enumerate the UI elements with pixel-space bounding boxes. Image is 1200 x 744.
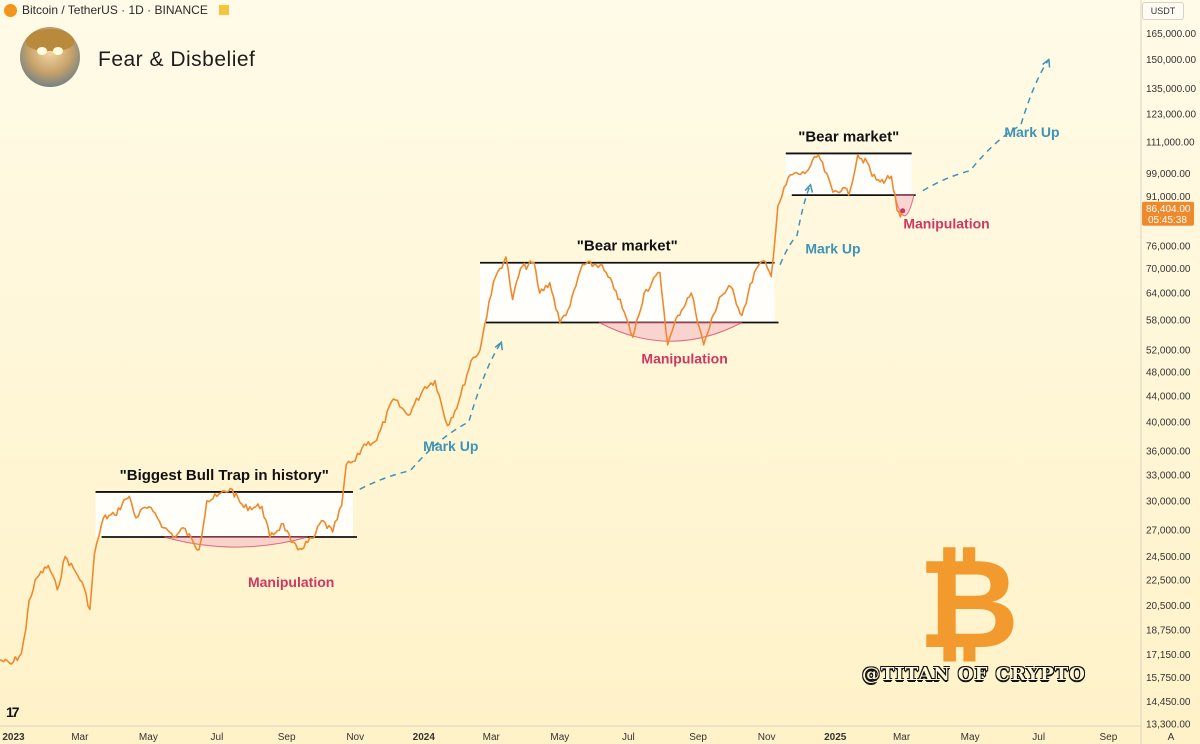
y-tick-label-11: 52,000.00 bbox=[1146, 346, 1191, 357]
markup-arrowhead-2 bbox=[1042, 58, 1051, 68]
last-price-dot bbox=[900, 208, 906, 214]
x-tick-label-12: 2025 bbox=[824, 732, 847, 743]
markup-arrows bbox=[359, 58, 1051, 490]
y-tick-label-8: 70,000.00 bbox=[1146, 264, 1191, 275]
markup-label-4: Mark Up bbox=[805, 240, 860, 256]
y-tick-label-5: 99,000.00 bbox=[1146, 169, 1191, 180]
x-tick-label-16: Sep bbox=[1100, 732, 1118, 743]
y-tick-label-21: 20,500.00 bbox=[1146, 601, 1191, 612]
y-tick-label-14: 40,000.00 bbox=[1146, 418, 1191, 429]
x-tick-label-3: Jul bbox=[211, 732, 224, 743]
x-tick-label-9: Jul bbox=[622, 732, 635, 743]
bitcoin-symbol-icon bbox=[4, 3, 17, 17]
tagline: Fear & Disbelief bbox=[98, 48, 256, 71]
x-tick-label-0: 2023 bbox=[2, 732, 25, 743]
markup-arrowhead-0 bbox=[494, 340, 504, 351]
x-tick-label-1: Mar bbox=[71, 732, 89, 743]
time-axis: 2023 Mar May Jul Sep Nov 2024 Mar May Jul Sep Nov 20… bbox=[2, 732, 1117, 743]
markup-label-5: Mark Up bbox=[1004, 124, 1059, 140]
y-tick-label-22: 18,750.00 bbox=[1146, 625, 1191, 636]
symbol-header: Bitcoin / TetherUS · 1D · BINANCE bbox=[0, 0, 229, 20]
x-tick-label-5: Nov bbox=[346, 732, 364, 743]
y-tick-label-23: 17,150.00 bbox=[1146, 650, 1191, 661]
y-tick-label-24: 15,750.00 bbox=[1146, 673, 1191, 684]
last-price-countdown: 05:45:38 bbox=[1148, 215, 1187, 226]
x-tick-label-11: Nov bbox=[758, 732, 776, 743]
x-tick-label-13: Mar bbox=[893, 732, 911, 743]
y-tick-label-17: 30,000.00 bbox=[1146, 496, 1191, 507]
y-tick-label-25: 14,450.00 bbox=[1146, 697, 1191, 708]
range-label-0: "Biggest Bull Trap in history" bbox=[120, 467, 329, 484]
x-tick-label-10: Sep bbox=[689, 732, 707, 743]
y-tick-label-12: 48,000.00 bbox=[1146, 368, 1191, 379]
manipulation-arc-2 bbox=[894, 194, 915, 217]
y-tick-label-16: 33,000.00 bbox=[1146, 470, 1191, 481]
manipulation-label-0: Manipulation bbox=[248, 574, 334, 590]
range-box-1 bbox=[480, 262, 775, 323]
currency-selector[interactable]: USDT bbox=[1142, 2, 1184, 20]
x-tick-label-4: Sep bbox=[278, 732, 296, 743]
range-boxes: "Biggest Bull Trap in history" "Bear mark… bbox=[95, 128, 916, 538]
bitcoin-logo-icon: ₿ bbox=[918, 533, 1020, 677]
watermark-text: @TITAN OF CRYPTO bbox=[862, 664, 1086, 685]
y-tick-label-15: 36,000.00 bbox=[1146, 446, 1191, 457]
auto-scale-label[interactable]: A bbox=[1168, 732, 1175, 743]
range-label-1: "Bear market" bbox=[577, 238, 678, 255]
y-tick-label-6: 91,000.00 bbox=[1146, 192, 1191, 203]
y-tick-label-0: 165,000.00 bbox=[1146, 29, 1196, 40]
y-tick-label-20: 22,500.00 bbox=[1146, 575, 1191, 586]
x-tick-label-6: 2024 bbox=[413, 732, 436, 743]
x-tick-label-15: Jul bbox=[1032, 732, 1045, 743]
markup-arrow-0 bbox=[359, 341, 502, 490]
symbol-title[interactable]: Bitcoin / TetherUS · 1D · BINANCE bbox=[22, 3, 208, 17]
range-label-2: "Bear market" bbox=[798, 128, 899, 145]
manipulation-arc-1 bbox=[598, 321, 743, 342]
last-price-value: 86,404.00 bbox=[1146, 204, 1191, 215]
manipulation-label-2: Manipulation bbox=[903, 216, 989, 232]
last-price-badge-bg bbox=[1142, 201, 1194, 226]
y-tick-label-2: 135,000.00 bbox=[1146, 84, 1196, 95]
annotation-labels: Manipulation Manipulation Manipulation Mark… bbox=[248, 124, 1060, 590]
manipulation-label-1: Manipulation bbox=[641, 351, 727, 367]
y-tick-label-18: 27,000.00 bbox=[1146, 525, 1191, 536]
y-tick-label-19: 24,500.00 bbox=[1146, 552, 1191, 563]
x-tick-label-7: Mar bbox=[483, 732, 501, 743]
markup-arrow-1 bbox=[779, 184, 812, 265]
y-tick-label-7: 76,000.00 bbox=[1146, 241, 1191, 252]
x-tick-label-2: May bbox=[139, 732, 158, 743]
price-axis: 165,000.00 150,000.00 135,000.00 123,000.00… bbox=[1146, 29, 1196, 731]
y-tick-label-3: 123,000.00 bbox=[1146, 109, 1196, 120]
price-line-series bbox=[0, 154, 903, 665]
y-tick-label-26: 13,300.00 bbox=[1146, 720, 1191, 731]
x-tick-label-14: May bbox=[961, 732, 980, 743]
y-tick-label-4: 111,000.00 bbox=[1146, 138, 1195, 149]
x-tick-label-8: May bbox=[550, 732, 569, 743]
avatar-image bbox=[20, 27, 80, 87]
flag-icon[interactable] bbox=[218, 5, 229, 15]
markup-arrowhead-1 bbox=[804, 183, 814, 193]
markup-label-3: Mark Up bbox=[423, 438, 478, 454]
y-tick-label-13: 44,000.00 bbox=[1146, 391, 1191, 402]
manipulation-arc-0 bbox=[163, 536, 309, 548]
tradingview-logo-icon[interactable]: 17 bbox=[6, 704, 20, 720]
y-tick-label-1: 150,000.00 bbox=[1146, 55, 1196, 66]
y-tick-label-10: 58,000.00 bbox=[1146, 316, 1191, 327]
markup-arrow-2 bbox=[922, 59, 1050, 192]
y-tick-label-9: 64,000.00 bbox=[1146, 289, 1191, 300]
